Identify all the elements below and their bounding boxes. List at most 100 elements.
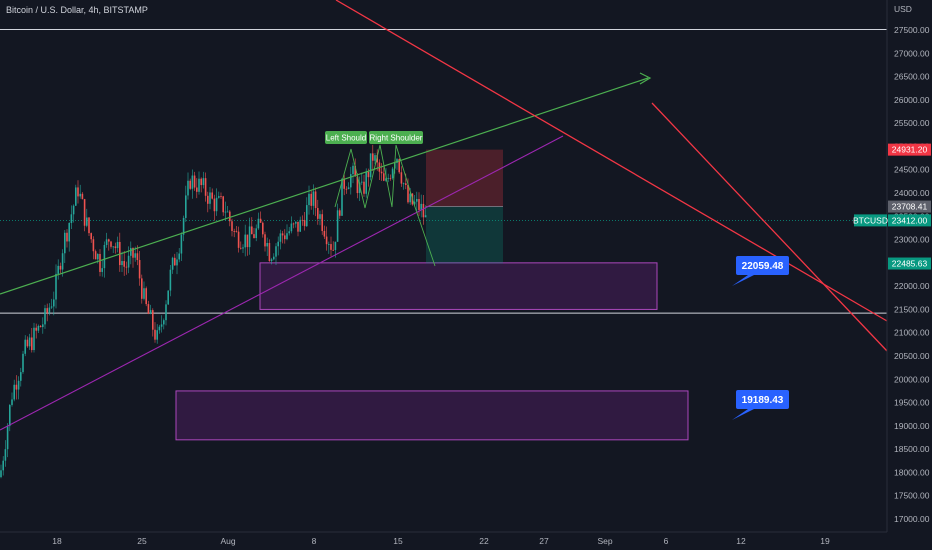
candle-body bbox=[266, 243, 268, 247]
candle-body bbox=[24, 339, 26, 354]
time-tick: 19 bbox=[820, 536, 830, 546]
candle-body bbox=[105, 239, 108, 246]
candle-body bbox=[165, 304, 167, 321]
price-tick: 17500.00 bbox=[894, 491, 930, 501]
candle-body bbox=[215, 197, 218, 212]
candle-body bbox=[332, 249, 334, 251]
candle-body bbox=[284, 235, 286, 240]
zone-upper[interactable] bbox=[259, 262, 658, 310]
candle-body bbox=[158, 326, 161, 331]
candle-body bbox=[244, 234, 246, 248]
candle-body bbox=[22, 353, 24, 373]
candle-body bbox=[178, 253, 180, 260]
candle-body bbox=[160, 324, 163, 327]
zone-lower[interactable] bbox=[175, 390, 689, 441]
candle-body bbox=[246, 234, 249, 248]
candle-body bbox=[75, 187, 77, 206]
price-scale-bg bbox=[887, 0, 932, 550]
candle-body bbox=[90, 233, 92, 240]
price-tick: 20500.00 bbox=[894, 351, 930, 361]
candle-body bbox=[413, 201, 416, 205]
candle-body bbox=[103, 245, 106, 269]
take-profit-zone[interactable] bbox=[426, 206, 503, 264]
candle-body bbox=[336, 210, 339, 242]
candle-body bbox=[2, 460, 4, 471]
candle-body bbox=[149, 310, 152, 314]
candle-body bbox=[220, 196, 222, 197]
candle-body bbox=[97, 253, 99, 260]
candle-body bbox=[4, 449, 7, 461]
candle-body bbox=[374, 155, 376, 161]
candle-body bbox=[130, 248, 132, 256]
time-scale-bg bbox=[0, 532, 932, 550]
red-trend-line-1[interactable] bbox=[335, 0, 888, 322]
candle-body bbox=[125, 266, 128, 268]
candle-body bbox=[259, 218, 262, 223]
price-tick: 25500.00 bbox=[894, 118, 930, 128]
candle-body bbox=[101, 268, 103, 272]
callout-box-1 bbox=[736, 256, 789, 275]
time-tick: 22 bbox=[479, 536, 489, 546]
price-tick: 24500.00 bbox=[894, 165, 930, 175]
candle-body bbox=[268, 243, 271, 262]
callout-label-2: 19189.43 bbox=[742, 395, 784, 406]
purple-trend-line[interactable] bbox=[0, 135, 564, 431]
candle-body bbox=[46, 308, 48, 313]
callout-target-2[interactable]: 19189.43 bbox=[732, 390, 789, 420]
currency-label: USD bbox=[894, 4, 912, 14]
candle-body bbox=[35, 327, 37, 331]
price-tick: 27500.00 bbox=[894, 25, 930, 35]
candle-body bbox=[167, 290, 169, 305]
candle-body bbox=[301, 219, 304, 221]
candle-body bbox=[321, 214, 323, 231]
candle-body bbox=[64, 232, 66, 254]
candle-body bbox=[37, 325, 40, 331]
candle-body bbox=[207, 195, 209, 204]
candle-body bbox=[77, 187, 79, 197]
price-scale[interactable]: USD 27500.00 27000.00 26500.00 26000.00 2550… bbox=[853, 0, 932, 550]
candle-body bbox=[226, 211, 229, 213]
candle-body bbox=[290, 223, 293, 232]
candle-body bbox=[281, 233, 284, 236]
candle-body bbox=[156, 330, 158, 340]
candle-body bbox=[255, 228, 257, 239]
candle-body bbox=[358, 182, 361, 194]
candle-body bbox=[200, 178, 202, 186]
candle-body bbox=[114, 246, 117, 249]
candle-body bbox=[231, 221, 233, 231]
green-trend-line[interactable] bbox=[0, 77, 649, 295]
price-tick: 18500.00 bbox=[894, 444, 930, 454]
candle-body bbox=[416, 199, 418, 202]
callout-pointer-2 bbox=[732, 409, 754, 420]
candle-body bbox=[233, 230, 235, 232]
candle-body bbox=[306, 205, 308, 227]
price-tick: 21500.00 bbox=[894, 304, 930, 314]
candles bbox=[0, 144, 427, 479]
time-scale[interactable]: 18 25 Aug 8 15 22 27 Sep 6 12 19 bbox=[0, 531, 932, 550]
callout-target-1[interactable]: 22059.48 bbox=[732, 256, 789, 286]
price-tick: 22000.00 bbox=[894, 281, 930, 291]
red-trend-line-2[interactable] bbox=[651, 102, 888, 352]
head-shoulders-pattern[interactable] bbox=[334, 144, 436, 267]
time-ticks: 18 25 Aug 8 15 22 27 Sep 6 12 19 bbox=[52, 536, 830, 546]
callout-box-2 bbox=[736, 390, 789, 409]
candle-body bbox=[99, 253, 101, 272]
price-tick: 27000.00 bbox=[894, 48, 930, 58]
candle-body bbox=[55, 273, 57, 300]
candle-body bbox=[176, 259, 178, 266]
candle-body bbox=[134, 253, 136, 258]
candle-body bbox=[229, 211, 231, 222]
short-position-tool[interactable] bbox=[426, 149, 503, 264]
candle-body bbox=[94, 251, 97, 260]
candle-body bbox=[251, 226, 253, 235]
left-shoulder-label-bg bbox=[325, 131, 367, 144]
stop-loss-zone[interactable] bbox=[426, 149, 503, 207]
candle-body bbox=[79, 193, 81, 197]
callout-label-1: 22059.48 bbox=[742, 261, 784, 272]
candle-body bbox=[42, 324, 44, 328]
time-tick: 6 bbox=[664, 536, 669, 546]
candle-body bbox=[328, 244, 330, 245]
candle-body bbox=[193, 175, 196, 188]
candle-body bbox=[59, 265, 62, 270]
